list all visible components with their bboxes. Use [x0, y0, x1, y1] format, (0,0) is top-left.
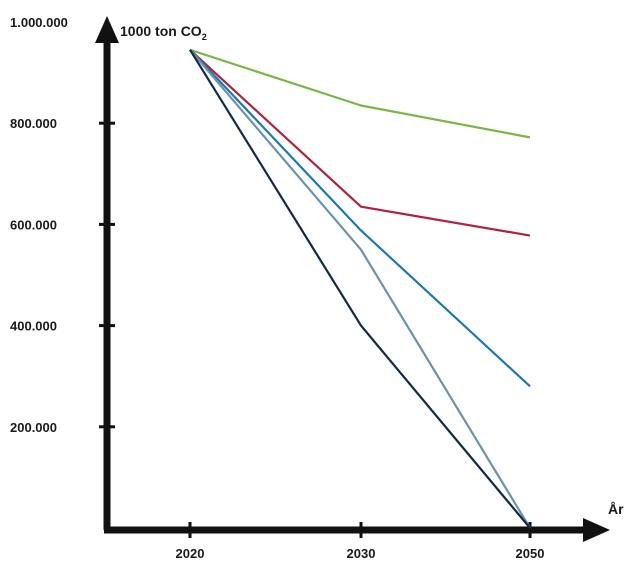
y-tick-label: 600.000 — [10, 217, 57, 232]
y-ticks: 200.000 400.000 600.000 800.000 1.000.000 — [10, 15, 115, 435]
y-tick-label: 800.000 — [10, 116, 57, 131]
x-tick-label: 2030 — [347, 546, 376, 561]
series-line — [189, 49, 531, 529]
y-tick-label: 400.000 — [10, 319, 57, 334]
series-line — [189, 49, 531, 388]
y-axis-title: 1000 ton CO2 — [120, 23, 207, 42]
series-line — [189, 49, 531, 237]
x-tick-label: 2020 — [176, 546, 205, 561]
x-axis-arrow — [583, 518, 610, 542]
x-axis-title: År — [608, 501, 624, 517]
series-line — [189, 49, 531, 529]
series-line — [189, 48, 531, 139]
x-ticks: 2020 2030 2050 — [176, 522, 545, 561]
y-tick-label: 200.000 — [10, 420, 57, 435]
y-axis-arrow — [95, 16, 119, 43]
y-tick-label: 1.000.000 — [10, 15, 68, 30]
y-axis-title-subscript: 2 — [202, 32, 207, 42]
series-lines — [189, 48, 531, 529]
x-tick-label: 2050 — [516, 546, 545, 561]
